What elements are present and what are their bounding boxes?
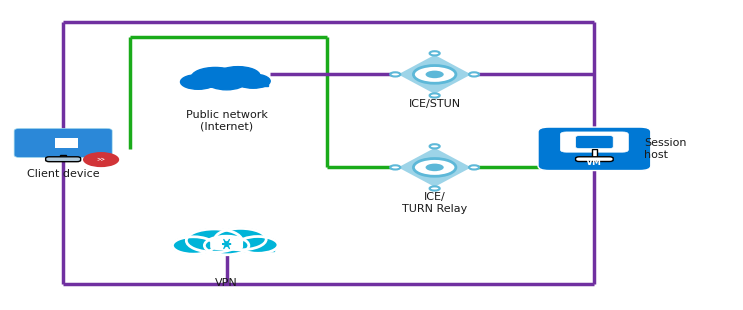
Circle shape [172,237,214,254]
FancyBboxPatch shape [65,142,78,148]
Circle shape [207,74,245,90]
FancyBboxPatch shape [55,138,69,144]
FancyBboxPatch shape [538,127,651,170]
Circle shape [216,67,260,85]
FancyBboxPatch shape [576,135,613,148]
FancyBboxPatch shape [60,155,66,159]
Text: Public network
(Internet): Public network (Internet) [186,110,267,132]
Circle shape [426,71,444,78]
Text: VM: VM [586,158,603,167]
Circle shape [469,165,479,170]
Circle shape [238,237,278,253]
Circle shape [390,165,400,170]
FancyBboxPatch shape [14,128,112,157]
FancyBboxPatch shape [560,132,629,152]
FancyBboxPatch shape [576,157,613,162]
Text: ICE/
TURN Relay: ICE/ TURN Relay [402,192,467,214]
FancyBboxPatch shape [45,157,81,162]
Circle shape [191,68,239,87]
Circle shape [429,93,440,98]
Circle shape [204,236,249,255]
FancyBboxPatch shape [65,138,78,144]
FancyBboxPatch shape [210,238,243,250]
Circle shape [83,152,119,167]
FancyBboxPatch shape [179,245,274,251]
FancyBboxPatch shape [186,81,267,86]
Text: VPN: VPN [215,278,238,288]
Polygon shape [395,146,474,188]
Circle shape [215,228,266,250]
Circle shape [429,51,440,55]
FancyBboxPatch shape [55,142,69,148]
Circle shape [413,65,456,83]
Circle shape [186,229,242,252]
Circle shape [429,144,440,148]
Circle shape [413,158,456,176]
Polygon shape [395,53,474,95]
Circle shape [426,164,444,171]
Circle shape [390,72,400,77]
Text: >>: >> [97,157,106,162]
Circle shape [181,74,216,89]
Text: Session
host: Session host [644,138,687,160]
Circle shape [429,186,440,191]
Text: ICE/STUN: ICE/STUN [409,99,461,108]
Text: Client device: Client device [27,170,100,179]
Circle shape [236,74,270,88]
FancyBboxPatch shape [592,149,597,159]
Circle shape [469,72,479,77]
